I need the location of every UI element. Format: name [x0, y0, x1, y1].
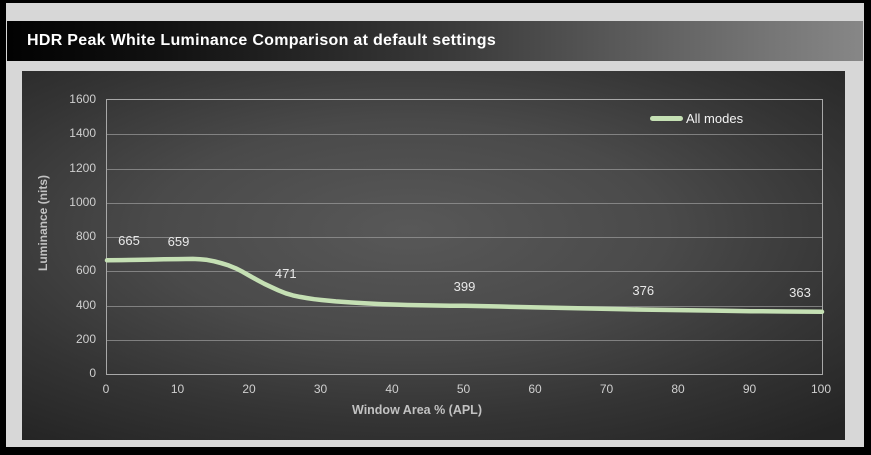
x-tick-label-10: 10: [170, 382, 185, 396]
data-label-659: 659: [167, 234, 190, 250]
legend-line-swatch: [650, 115, 683, 121]
x-axis-title: Window Area % (APL): [352, 403, 482, 417]
y-axis-title: Luminance (nits): [36, 174, 50, 272]
plot-area: 665 659 471 399 376 363 All modes: [104, 99, 825, 375]
x-tick-label-0: 0: [102, 382, 110, 396]
data-label-471: 471: [274, 266, 297, 282]
x-tick-label-60: 60: [528, 382, 542, 396]
gridline-y-800: [107, 237, 822, 238]
legend-label: All modes: [686, 110, 744, 126]
data-label-376: 376: [632, 282, 655, 298]
gridline-y-1000: [107, 202, 822, 204]
chart-title-bar: HDR Peak White Luminance Comparison at d…: [7, 21, 863, 61]
gridline-y-600: [107, 271, 822, 273]
x-tick-label-50: 50: [456, 382, 471, 396]
y-tick-label-600: 600: [75, 263, 96, 278]
y-tick-label-200: 200: [75, 331, 96, 346]
x-tick-label-80: 80: [671, 382, 685, 396]
data-label-399: 399: [453, 278, 476, 294]
page-title: HDR Peak White Luminance Comparison at d…: [27, 32, 497, 49]
x-tick-label-40: 40: [385, 382, 399, 396]
legend: All modes: [650, 110, 743, 126]
x-tick-label-100: 100: [810, 382, 832, 396]
gridline-y-1200: [107, 168, 822, 170]
y-tick-label-800: 800: [75, 229, 96, 243]
y-tick-label-1600: 1600: [69, 92, 96, 106]
gridline-y-200: [107, 339, 822, 341]
series-line-all-modes: [104, 256, 825, 315]
line-series-svg: [104, 256, 825, 315]
y-tick-label-400: 400: [75, 297, 96, 312]
y-tick-label-0: 0: [89, 366, 96, 380]
x-tick-label-20: 20: [242, 382, 256, 396]
y-tick-label-1200: 1200: [69, 160, 96, 175]
y-tick-label-1000: 1000: [69, 194, 96, 209]
y-tick-label-1400: 1400: [69, 126, 96, 141]
data-label-363: 363: [789, 284, 811, 300]
x-tick-label-30: 30: [313, 382, 328, 396]
chart-panel: Luminance (nits) Window Area % (APL) 665…: [22, 71, 845, 440]
x-tick-label-70: 70: [599, 382, 614, 396]
x-tick-label-90: 90: [742, 382, 757, 396]
gridline-y-1400: [107, 134, 822, 136]
data-label-665: 665: [118, 233, 140, 249]
